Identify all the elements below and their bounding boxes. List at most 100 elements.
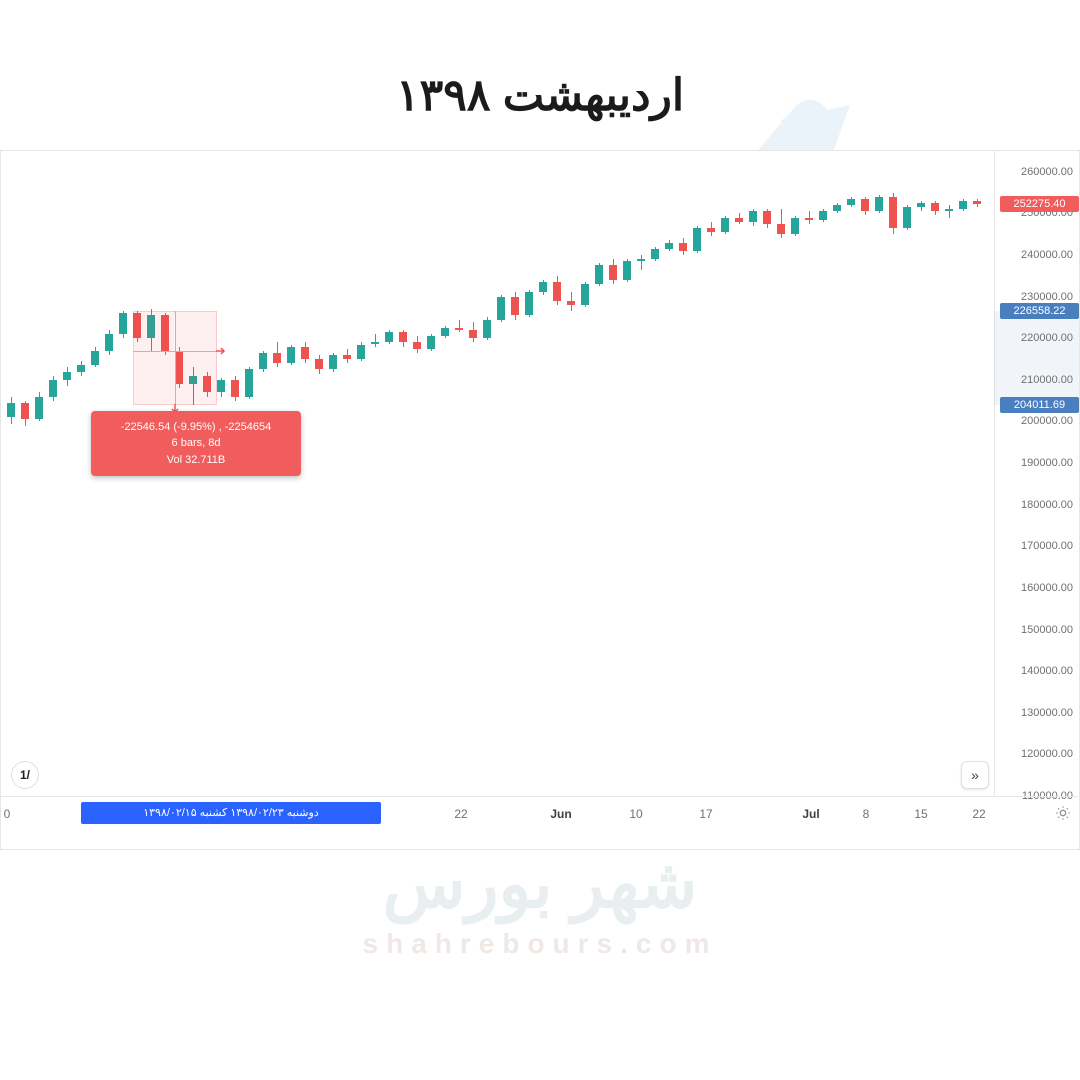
candle-body[interactable] — [259, 353, 267, 370]
candle-body[interactable] — [525, 292, 533, 315]
y-tick-label: 190000.00 — [1021, 457, 1073, 469]
candle-body[interactable] — [217, 380, 225, 392]
y-tick-label: 180000.00 — [1021, 499, 1073, 511]
chart-plot-area[interactable]: -22546.54 (-9.95%) , -22546546 bars, 8dV… — [1, 151, 996, 796]
y-tick-label: 200000.00 — [1021, 415, 1073, 427]
range-price-tag: 204011.69 — [1000, 397, 1079, 413]
x-tick-label: Jul — [802, 807, 819, 821]
last-price-tag: 252275.40 — [1000, 196, 1079, 212]
candle-body[interactable] — [581, 284, 589, 305]
candle-wick — [375, 334, 376, 346]
candle-body[interactable] — [63, 372, 71, 380]
candle-body[interactable] — [651, 249, 659, 259]
candle-body[interactable] — [287, 347, 295, 364]
candle-body[interactable] — [231, 380, 239, 397]
goto-last-bar-button[interactable]: » — [961, 761, 989, 789]
watermark-text: شهر بورس shahrebours.com — [0, 845, 1080, 960]
x-tick-label: 0 — [4, 807, 11, 821]
candle-body[interactable] — [245, 369, 253, 396]
candle-body[interactable] — [21, 403, 29, 420]
x-tick-label: 22 — [972, 807, 985, 821]
tradingview-logo-icon[interactable]: 1/ — [11, 761, 39, 789]
candle-body[interactable] — [637, 259, 645, 261]
candle-body[interactable] — [805, 218, 813, 220]
arrow-right-icon — [215, 345, 227, 357]
y-axis: 260000.00250000.00240000.00230000.002200… — [994, 151, 1079, 796]
candle-body[interactable] — [735, 218, 743, 222]
candle-body[interactable] — [623, 261, 631, 280]
page-root: اردیبهشت ۱۳۹۸ -22546.54 (-9.95%) , -2254… — [0, 0, 1080, 1080]
candle-body[interactable] — [399, 332, 407, 342]
candle-body[interactable] — [847, 199, 855, 205]
crosshair-horizontal — [133, 351, 217, 352]
candle-body[interactable] — [301, 347, 309, 359]
date-range-pill[interactable]: دوشنبه ۱۳۹۸/۰۲/۲۳ کشنبه ۱۳۹۸/۰۲/۱۵ — [81, 802, 381, 824]
candle-body[interactable] — [385, 332, 393, 342]
candle-body[interactable] — [427, 336, 435, 348]
candle-body[interactable] — [343, 355, 351, 359]
candle-body[interactable] — [273, 353, 281, 363]
tooltip-line: 6 bars, 8d — [97, 435, 295, 452]
candle-body[interactable] — [749, 211, 757, 221]
y-tick-label: 120000.00 — [1021, 748, 1073, 760]
candle-body[interactable] — [903, 207, 911, 228]
candle-body[interactable] — [77, 365, 85, 371]
candle-body[interactable] — [371, 342, 379, 344]
candle-body[interactable] — [357, 345, 365, 360]
candle-wick — [459, 320, 460, 332]
candle-body[interactable] — [105, 334, 113, 351]
candle-body[interactable] — [595, 265, 603, 284]
tooltip-line: -22546.54 (-9.95%) , -2254654 — [97, 419, 295, 436]
y-tick-label: 230000.00 — [1021, 291, 1073, 303]
y-tick-label: 140000.00 — [1021, 665, 1073, 677]
x-tick-label: 8 — [863, 807, 870, 821]
candle-body[interactable] — [497, 297, 505, 320]
candle-body[interactable] — [791, 218, 799, 235]
watermark-name: شهر بورس — [0, 845, 1080, 924]
candle-body[interactable] — [315, 359, 323, 369]
candle-body[interactable] — [819, 211, 827, 219]
page-title: اردیبهشت ۱۳۹۸ — [0, 70, 1080, 121]
candle-body[interactable] — [959, 201, 967, 209]
candle-body[interactable] — [329, 355, 337, 370]
candle-body[interactable] — [35, 397, 43, 420]
candle-body[interactable] — [413, 342, 421, 348]
candle-body[interactable] — [889, 197, 897, 228]
chart-frame[interactable]: -22546.54 (-9.95%) , -22546546 bars, 8dV… — [0, 150, 1080, 850]
candle-body[interactable] — [455, 328, 463, 330]
candle-body[interactable] — [567, 301, 575, 305]
candle-body[interactable] — [693, 228, 701, 251]
x-tick-label: 10 — [629, 807, 642, 821]
y-tick-label: 150000.00 — [1021, 624, 1073, 636]
candle-body[interactable] — [511, 297, 519, 316]
candle-body[interactable] — [917, 203, 925, 207]
candle-body[interactable] — [7, 403, 15, 418]
candle-body[interactable] — [721, 218, 729, 233]
candle-body[interactable] — [665, 243, 673, 249]
candle-body[interactable] — [441, 328, 449, 336]
candle-body[interactable] — [763, 211, 771, 223]
candle-body[interactable] — [777, 224, 785, 234]
candle-body[interactable] — [875, 197, 883, 212]
candle-body[interactable] — [931, 203, 939, 211]
y-tick-label: 130000.00 — [1021, 707, 1073, 719]
candle-body[interactable] — [553, 282, 561, 301]
gear-icon[interactable] — [1055, 805, 1071, 821]
candle-body[interactable] — [91, 351, 99, 366]
candle-body[interactable] — [49, 380, 57, 397]
candle-body[interactable] — [833, 205, 841, 211]
x-axis: 022Jun1017Jul81522دوشنبه ۱۳۹۸/۰۲/۲۳ کشنب… — [1, 796, 1080, 851]
candle-wick — [641, 255, 642, 270]
candle-body[interactable] — [945, 209, 953, 211]
candle-body[interactable] — [861, 199, 869, 211]
candle-body[interactable] — [973, 201, 981, 204]
x-tick-label: Jun — [550, 807, 571, 821]
candle-body[interactable] — [483, 320, 491, 339]
candle-body[interactable] — [679, 243, 687, 251]
y-tick-label: 160000.00 — [1021, 582, 1073, 594]
candle-body[interactable] — [707, 228, 715, 232]
candle-body[interactable] — [539, 282, 547, 292]
candle-body[interactable] — [609, 265, 617, 280]
candle-body[interactable] — [119, 313, 127, 334]
candle-body[interactable] — [469, 330, 477, 338]
